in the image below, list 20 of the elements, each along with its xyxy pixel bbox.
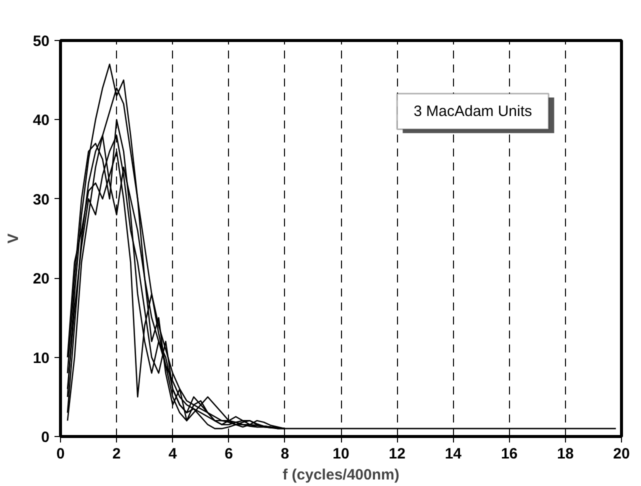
x-tick-label: 16 xyxy=(500,446,518,462)
x-tick-label: 20 xyxy=(613,446,630,462)
annotation: 3 MacAdam Units xyxy=(414,102,532,120)
x-tick-label: 6 xyxy=(224,446,233,462)
x-tick-label: 12 xyxy=(388,446,406,462)
x-tick-label: 8 xyxy=(280,446,290,462)
x-tick-label: 14 xyxy=(444,446,462,462)
y-tick-label: 40 xyxy=(32,112,50,130)
x-tick-label: 18 xyxy=(557,446,574,462)
x-tick-label: 2 xyxy=(112,446,121,462)
y-tick-label: 0 xyxy=(41,429,50,446)
y-axis-title: V xyxy=(4,233,22,244)
x-tick-label: 4 xyxy=(168,446,178,462)
x-axis-title: f (cycles/400nm) xyxy=(282,466,400,484)
y-tick-label: 50 xyxy=(32,33,50,50)
y-tick-label: 10 xyxy=(32,350,50,367)
x-tick-label: 10 xyxy=(332,446,350,462)
x-tick-label: 0 xyxy=(56,446,65,462)
y-tick-label: 20 xyxy=(32,270,50,288)
y-tick-label: 30 xyxy=(32,191,50,208)
